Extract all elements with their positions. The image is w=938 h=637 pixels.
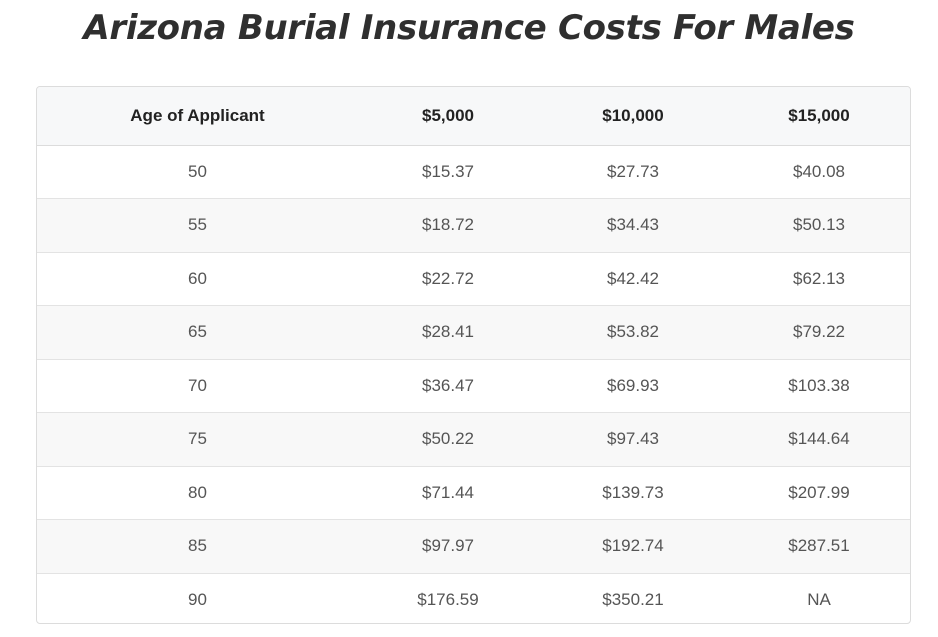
rates-table-container: Age of Applicant $5,000 $10,000 $15,000 … bbox=[36, 86, 911, 624]
table-row: 75 $50.22 $97.43 $144.64 bbox=[37, 412, 910, 466]
cell-rate-15000: $144.64 bbox=[728, 412, 910, 466]
cell-rate-15000: $287.51 bbox=[728, 519, 910, 573]
cell-rate-10000: $27.73 bbox=[607, 161, 659, 181]
table-row: 70 $36.47 $69.93 $103.38 bbox=[37, 358, 910, 413]
header-10000: $10,000 bbox=[538, 87, 728, 146]
cell-rate-5000: $28.41 bbox=[358, 305, 538, 359]
cell-rate-10000: $97.43 bbox=[538, 412, 728, 466]
cell-rate-15000: $103.38 bbox=[728, 358, 910, 413]
cell-age: 50 bbox=[188, 161, 207, 181]
cell-rate-5000: $15.37 bbox=[422, 161, 474, 181]
cell-rate-10000: $139.73 bbox=[538, 465, 728, 520]
cell-rate-10000: $42.42 bbox=[538, 251, 728, 306]
cell-rate-5000: $50.22 bbox=[358, 412, 538, 466]
cell-rate-5000: $36.47 bbox=[358, 358, 538, 413]
cell-age: 65 bbox=[37, 305, 358, 359]
cell-rate-15000: $207.99 bbox=[728, 465, 910, 520]
table-header: Age of Applicant $5,000 $10,000 $15,000 bbox=[37, 87, 910, 146]
cell-age: 85 bbox=[37, 519, 358, 573]
cell-age: 90 bbox=[37, 572, 358, 623]
cell-rate-5000: $97.97 bbox=[358, 519, 538, 573]
cell-age: 55 bbox=[37, 198, 358, 252]
cell-rate-15000: $50.13 bbox=[728, 198, 910, 252]
cell-rate-5000: $18.72 bbox=[358, 198, 538, 252]
table-row: 65 $28.41 $53.82 $79.22 bbox=[37, 305, 910, 359]
cell-age: 60 bbox=[37, 251, 358, 306]
header-15000: $15,000 bbox=[728, 87, 910, 146]
table-row: 80 $71.44 $139.73 $207.99 bbox=[37, 465, 910, 520]
cell-rate-10000: $69.93 bbox=[538, 358, 728, 413]
table-row: 60 $22.72 $42.42 $62.13 bbox=[37, 251, 910, 306]
cell-rate-10000: $350.21 bbox=[538, 572, 728, 623]
header-5000: $5,000 bbox=[358, 87, 538, 146]
cell-rate-10000: $192.74 bbox=[538, 519, 728, 573]
cell-rate-10000: $34.43 bbox=[538, 198, 728, 252]
cell-age: 70 bbox=[37, 358, 358, 413]
table-row: 50 $15.37 $27.73 $40.08 bbox=[37, 145, 910, 199]
cell-age: 80 bbox=[37, 465, 358, 520]
cell-rate-5000: $71.44 bbox=[358, 465, 538, 520]
table-row: 55 $18.72 $34.43 $50.13 bbox=[37, 198, 910, 252]
table-row: 90 $176.59 $350.21 NA bbox=[37, 572, 910, 623]
table-body: 50 $15.37 $27.73 $40.08 55 $18.72 $34.43… bbox=[37, 145, 910, 623]
page-title: Arizona Burial Insurance Costs For Males bbox=[83, 8, 855, 48]
cell-rate-5000: $176.59 bbox=[358, 572, 538, 623]
header-age: Age of Applicant bbox=[37, 87, 358, 146]
cell-rate-15000: $40.08 bbox=[793, 161, 845, 181]
cell-rate-15000: $62.13 bbox=[728, 251, 910, 306]
rates-table: Age of Applicant $5,000 $10,000 $15,000 … bbox=[37, 87, 910, 623]
table-row: 85 $97.97 $192.74 $287.51 bbox=[37, 519, 910, 573]
cell-rate-10000: $53.82 bbox=[538, 305, 728, 359]
header-row: Age of Applicant $5,000 $10,000 $15,000 bbox=[37, 87, 910, 146]
cell-age: 75 bbox=[37, 412, 358, 466]
cell-rate-15000: NA bbox=[728, 572, 910, 623]
cell-rate-15000: $79.22 bbox=[728, 305, 910, 359]
cell-rate-5000: $22.72 bbox=[358, 251, 538, 306]
